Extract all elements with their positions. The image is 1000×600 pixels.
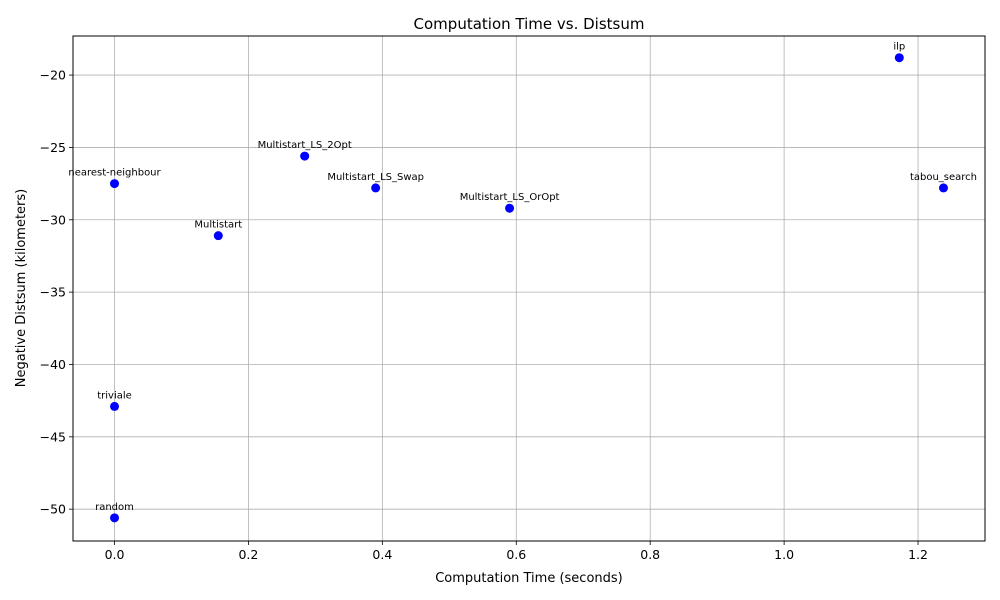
y-tick-label: −30 (40, 212, 66, 227)
data-point (505, 203, 515, 213)
data-point (110, 179, 120, 189)
data-point-label: random (95, 502, 134, 513)
x-tick-label: 1.2 (908, 547, 928, 562)
x-axis-label: Computation Time (seconds) (435, 571, 623, 586)
data-points (110, 53, 948, 523)
data-point (110, 513, 120, 523)
x-axis-ticks: 0.0 0.2 0.4 0.6 0.8 1.0 1.2 (105, 541, 928, 562)
data-point-label: Multistart_LS_2Opt (258, 140, 352, 151)
data-point-label: ilp (893, 42, 905, 53)
data-point (300, 151, 310, 161)
data-point-label: Multistart_LS_Swap (327, 172, 424, 183)
x-tick-label: 0.6 (506, 547, 526, 562)
data-point-label: Multistart_LS_OrOpt (460, 192, 560, 203)
y-tick-label: −45 (40, 429, 66, 444)
y-tick-label: −20 (40, 68, 66, 83)
data-point (371, 183, 381, 193)
x-tick-label: 0.4 (372, 547, 392, 562)
data-point (938, 183, 948, 193)
data-point-label: tabou_search (910, 172, 977, 183)
data-point-label: nearest-neighbour (68, 168, 161, 179)
plot-area-frame (72, 35, 986, 542)
data-point (110, 401, 120, 411)
y-tick-label: −40 (40, 357, 66, 372)
data-point-label: triviale (97, 390, 132, 401)
x-tick-label: 0.0 (105, 547, 125, 562)
y-tick-label: −25 (40, 140, 66, 155)
y-tick-label: −50 (40, 502, 66, 517)
y-tick-label: −35 (40, 285, 66, 300)
x-tick-label: 1.0 (774, 547, 794, 562)
x-tick-label: 0.8 (640, 547, 660, 562)
point-labels: ilp Multistart_LS_2Opt nearest-neighbour Mu… (68, 42, 977, 513)
data-point-label: Multistart (194, 220, 242, 231)
grid-lines (73, 36, 985, 541)
data-point (213, 231, 223, 241)
data-point (894, 53, 904, 63)
chart-title: Computation Time vs. Distsum (414, 15, 645, 33)
y-axis-ticks: −50 −45 −40 −35 −30 −25 −20 (40, 68, 73, 517)
y-axis-label: Negative Distsum (kilometers) (14, 189, 29, 388)
x-tick-label: 0.2 (238, 547, 258, 562)
